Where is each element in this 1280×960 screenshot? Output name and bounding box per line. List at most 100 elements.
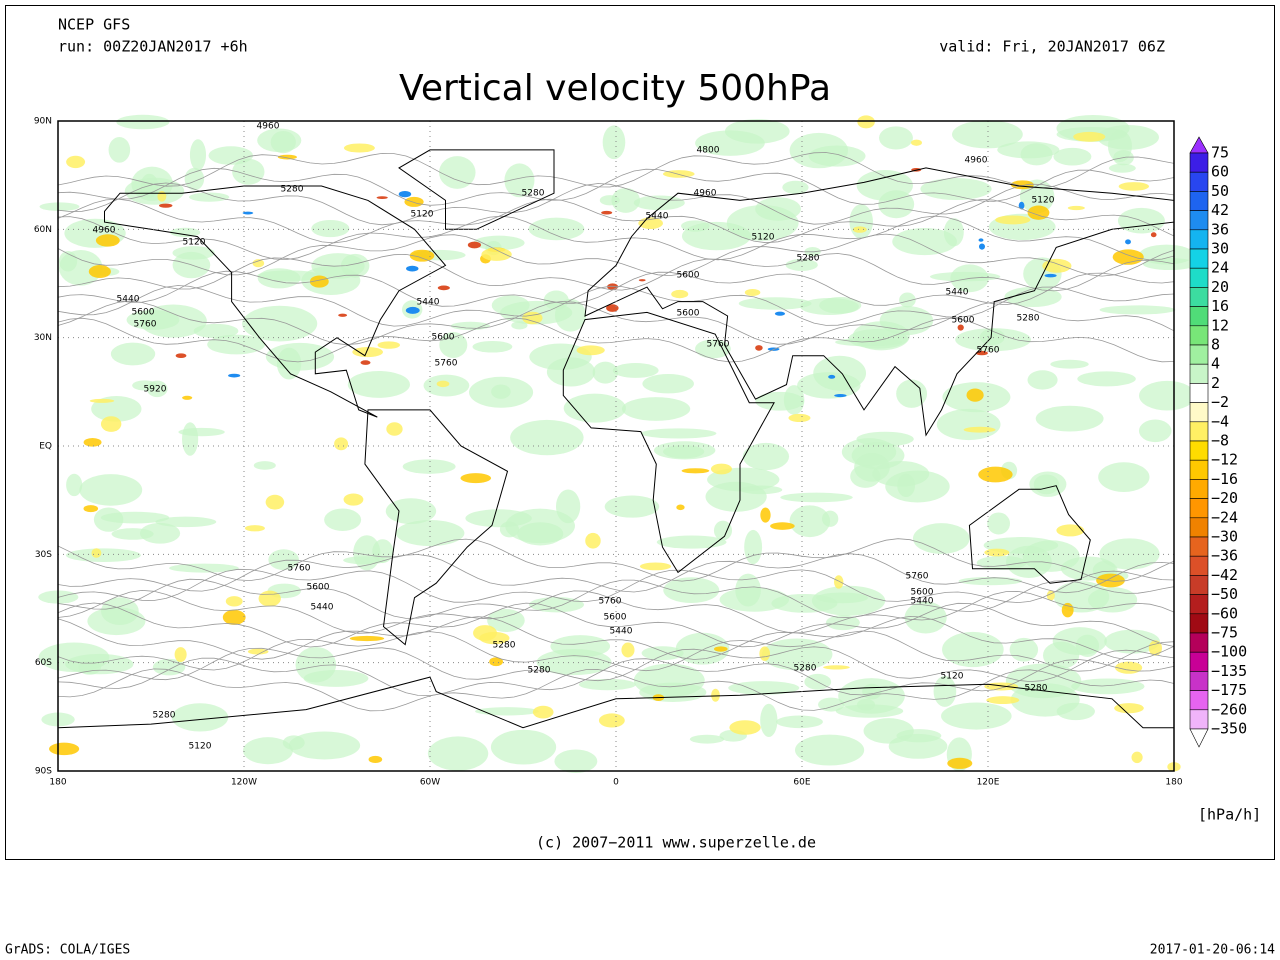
timestamp: 2017-01-20-06:14 bbox=[1150, 943, 1275, 958]
field-blob bbox=[489, 657, 504, 667]
contour-label: 5280 bbox=[1025, 684, 1048, 694]
colorbar-box bbox=[1189, 651, 1209, 672]
field-blob bbox=[353, 535, 381, 571]
coastline bbox=[562, 311, 775, 574]
field-blob bbox=[1053, 147, 1092, 166]
field-blob bbox=[511, 321, 528, 330]
field-blob bbox=[504, 163, 535, 198]
field-blob bbox=[823, 665, 850, 670]
field-blob bbox=[1004, 286, 1062, 307]
field-blob bbox=[818, 697, 845, 712]
field-blob bbox=[1118, 182, 1150, 191]
field-blob bbox=[955, 328, 1031, 352]
field-blob bbox=[755, 345, 763, 351]
field-blob bbox=[65, 653, 134, 675]
colorbar-label: 20 bbox=[1211, 278, 1229, 296]
field-blob bbox=[640, 428, 717, 439]
field-blob bbox=[834, 575, 844, 589]
field-blob bbox=[268, 549, 299, 571]
field-blob bbox=[789, 505, 831, 538]
colorbar-label: −20 bbox=[1211, 489, 1238, 507]
field-blob bbox=[460, 473, 492, 484]
field-blob bbox=[159, 203, 173, 208]
field-blob bbox=[966, 388, 984, 402]
field-blob bbox=[395, 520, 465, 547]
contour-label: 5280 bbox=[153, 711, 176, 721]
field-blob bbox=[695, 339, 731, 359]
colorbar-box bbox=[1189, 344, 1209, 365]
coastline bbox=[57, 676, 1174, 729]
contour-label: 5760 bbox=[707, 340, 730, 350]
field-blob bbox=[828, 374, 836, 379]
colorbar-box bbox=[1189, 479, 1209, 499]
copyright: (c) 2007−2011 www.superzelle.de bbox=[536, 834, 816, 852]
field-blob bbox=[175, 353, 187, 359]
field-blob bbox=[819, 297, 862, 314]
lat-label: 60N bbox=[34, 225, 52, 235]
field-blob bbox=[689, 734, 725, 744]
colorbar-label: 75 bbox=[1211, 144, 1229, 162]
field-blob bbox=[1114, 703, 1144, 714]
field-blob bbox=[439, 332, 468, 358]
field-blob bbox=[95, 234, 120, 247]
field-blob bbox=[1071, 678, 1145, 695]
field-blob bbox=[952, 120, 1023, 149]
field-blob bbox=[958, 576, 1023, 586]
field-blob bbox=[252, 259, 265, 268]
field-blob bbox=[311, 219, 350, 238]
field-blob bbox=[735, 573, 761, 607]
contour-label: 5440 bbox=[417, 298, 440, 308]
field-blob bbox=[83, 438, 102, 447]
field-blob bbox=[710, 463, 732, 475]
lat-label: 90S bbox=[35, 767, 52, 777]
field-blob bbox=[265, 342, 335, 371]
field-blob bbox=[578, 678, 636, 691]
field-blob bbox=[979, 243, 985, 250]
contour-label: 4800 bbox=[697, 146, 720, 156]
contour-label: 5440 bbox=[311, 603, 334, 613]
field-blob bbox=[1150, 232, 1157, 238]
field-blob bbox=[510, 419, 584, 456]
colorbar-box bbox=[1189, 613, 1209, 634]
field-blob bbox=[228, 373, 241, 378]
lat-label: 30S bbox=[35, 550, 52, 560]
field-blob bbox=[207, 334, 266, 355]
field-blob bbox=[169, 563, 239, 573]
colorbar-box bbox=[1189, 210, 1209, 231]
field-blob bbox=[1035, 405, 1104, 432]
field-blob bbox=[189, 139, 207, 171]
field-blob bbox=[491, 295, 530, 316]
field-blob bbox=[601, 210, 613, 215]
field-blob bbox=[554, 749, 598, 773]
field-blob bbox=[761, 638, 833, 671]
field-blob bbox=[244, 525, 265, 532]
contour-label: 5600 bbox=[677, 271, 700, 281]
field-blob bbox=[1033, 474, 1060, 495]
field-blob bbox=[770, 522, 795, 530]
field-blob bbox=[139, 522, 181, 544]
field-blob bbox=[469, 376, 534, 408]
contour-label: 5280 bbox=[797, 254, 820, 264]
field-blob bbox=[88, 265, 111, 278]
field-blob bbox=[995, 215, 1031, 225]
contour-label: 5600 bbox=[132, 308, 155, 318]
colorbar-box bbox=[1189, 325, 1209, 346]
field-blob bbox=[676, 504, 685, 511]
colorbar-label: −16 bbox=[1211, 470, 1238, 488]
field-blob bbox=[599, 195, 620, 206]
field-blob bbox=[760, 703, 778, 737]
field-blob bbox=[1104, 629, 1160, 654]
field-blob bbox=[711, 688, 720, 702]
field-blob bbox=[681, 221, 751, 251]
lat-label: EQ bbox=[39, 442, 52, 452]
field-blob bbox=[301, 266, 361, 296]
field-blob bbox=[576, 345, 605, 356]
field-blob bbox=[794, 734, 865, 766]
colorbar-label: −260 bbox=[1211, 700, 1247, 718]
field-blob bbox=[978, 466, 1013, 483]
colorbar-box bbox=[1189, 171, 1209, 192]
colorbar-box bbox=[1189, 306, 1209, 327]
field-blob bbox=[604, 495, 660, 518]
field-blob bbox=[738, 297, 812, 310]
field-blob bbox=[409, 249, 435, 262]
